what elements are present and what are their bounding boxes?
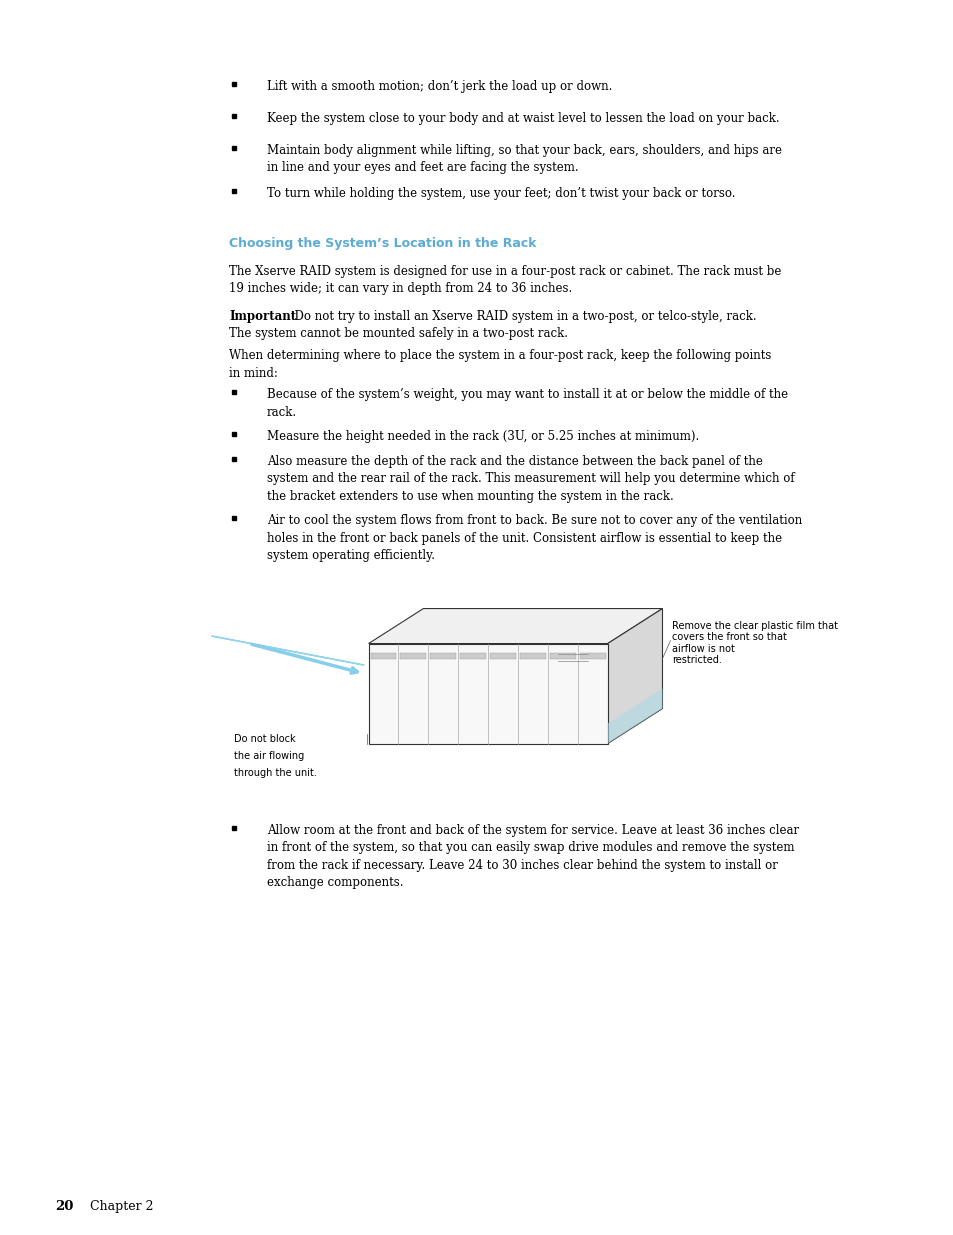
Text: 19 inches wide; it can vary in depth from 24 to 36 inches.: 19 inches wide; it can vary in depth fro… [229,282,572,295]
Text: Air to cool the system flows from front to back. Be sure not to cover any of the: Air to cool the system flows from front … [267,514,801,527]
Text: system and the rear rail of the rack. This measurement will help you determine w: system and the rear rail of the rack. Th… [267,472,794,485]
Bar [370,652,396,658]
Text: Lift with a smooth motion; don’t jerk the load up or down.: Lift with a smooth motion; don’t jerk th… [267,80,612,93]
Bar [459,652,486,658]
Text: the air flowing: the air flowing [233,751,304,761]
FancyArrowPatch shape [212,636,363,666]
Text: Also measure the depth of the rack and the distance between the back panel of th: Also measure the depth of the rack and t… [267,454,762,468]
Bar [579,652,605,658]
Text: To turn while holding the system, use your feet; don’t twist your back or torso.: To turn while holding the system, use yo… [267,186,735,200]
Text: in line and your eyes and feet are facing the system.: in line and your eyes and feet are facin… [267,161,578,174]
Polygon shape [607,689,661,743]
Text: Because of the system’s weight, you may want to install it at or below the middl: Because of the system’s weight, you may … [267,388,787,401]
Text: Choosing the System’s Location in the Rack: Choosing the System’s Location in the Ra… [229,237,537,249]
Bar [549,652,576,658]
Text: in mind:: in mind: [229,367,277,379]
Text: rack.: rack. [267,405,296,419]
Bar [430,652,456,658]
Polygon shape [607,609,661,743]
Text: Keep the system close to your body and at waist level to lessen the load on your: Keep the system close to your body and a… [267,112,779,125]
Polygon shape [368,643,607,743]
Bar [519,652,545,658]
Text: Measure the height needed in the rack (3U, or 5.25 inches at minimum).: Measure the height needed in the rack (3… [267,430,699,443]
Text: Do not block: Do not block [233,734,295,743]
Text: from the rack if necessary. Leave 24 to 30 inches clear behind the system to ins: from the rack if necessary. Leave 24 to … [267,858,777,872]
Text: The Xserve RAID system is designed for use in a four-post rack or cabinet. The r: The Xserve RAID system is designed for u… [229,264,781,278]
Text: the bracket extenders to use when mounting the system in the rack.: the bracket extenders to use when mounti… [267,489,673,503]
Text: Chapter 2: Chapter 2 [90,1200,153,1213]
Text: Maintain body alignment while lifting, so that your back, ears, shoulders, and h: Maintain body alignment while lifting, s… [267,144,781,157]
Text: through the unit.: through the unit. [233,767,316,778]
Text: Do not try to install an Xserve RAID system in a two-post, or telco-style, rack.: Do not try to install an Xserve RAID sys… [287,310,756,322]
Text: holes in the front or back panels of the unit. Consistent airflow is essential t: holes in the front or back panels of the… [267,531,781,545]
Text: Important: Important [229,310,296,322]
Text: system operating efficiently.: system operating efficiently. [267,550,435,562]
Bar [400,652,426,658]
Text: 20: 20 [54,1200,73,1213]
Text: in front of the system, so that you can easily swap drive modules and remove the: in front of the system, so that you can … [267,841,794,855]
Text: Allow room at the front and back of the system for service. Leave at least 36 in: Allow room at the front and back of the … [267,824,799,836]
Polygon shape [368,609,661,643]
Text: The system cannot be mounted safely in a two-post rack.: The system cannot be mounted safely in a… [229,327,568,340]
Bar [490,652,516,658]
Text: Remove the clear plastic film that
covers the front so that
airflow is not
restr: Remove the clear plastic film that cover… [672,620,838,666]
Text: When determining where to place the system in a four-post rack, keep the followi: When determining where to place the syst… [229,350,771,362]
Text: exchange components.: exchange components. [267,876,403,889]
